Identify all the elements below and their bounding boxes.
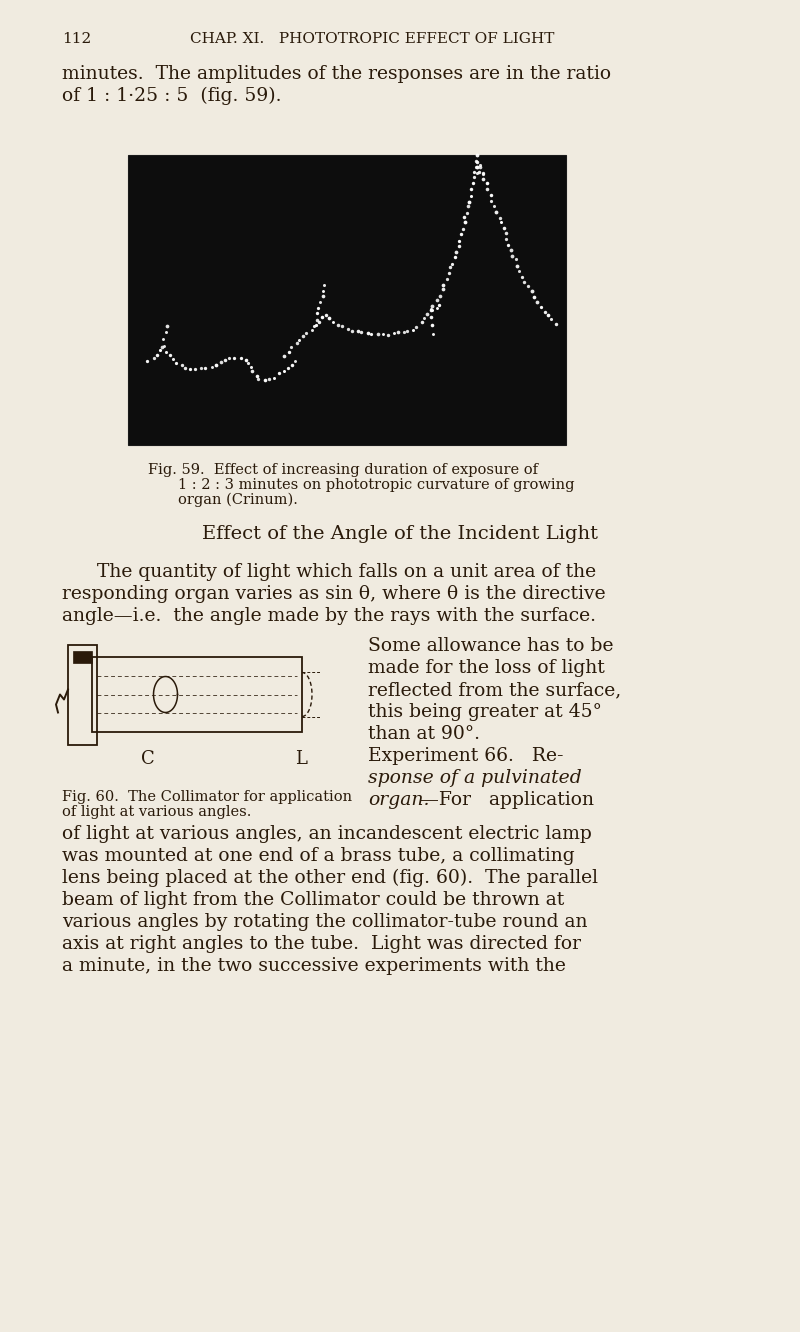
Text: organ (Crinum).: organ (Crinum). (178, 493, 298, 507)
Text: was mounted at one end of a brass tube, a collimating: was mounted at one end of a brass tube, … (62, 847, 574, 864)
Text: of light at various angles, an incandescent electric lamp: of light at various angles, an incandesc… (62, 825, 592, 843)
Text: angle—i.e.  the angle made by the rays with the surface.: angle—i.e. the angle made by the rays wi… (62, 607, 596, 625)
Text: organ.: organ. (368, 791, 430, 809)
Text: axis at right angles to the tube.  Light was directed for: axis at right angles to the tube. Light … (62, 935, 581, 952)
Text: Fig. 59.  Effect of increasing duration of exposure of: Fig. 59. Effect of increasing duration o… (148, 464, 538, 477)
Bar (68, 645, 97, 745)
Bar (73, 651, 92, 663)
Text: of light at various angles.: of light at various angles. (62, 805, 251, 819)
Text: various angles by rotating the collimator-tube round an: various angles by rotating the collimato… (62, 912, 587, 931)
Text: Some allowance has to be: Some allowance has to be (368, 637, 614, 655)
Text: of 1 : 1·25 : 5  (fig. 59).: of 1 : 1·25 : 5 (fig. 59). (62, 87, 282, 105)
Text: made for the loss of light: made for the loss of light (368, 659, 605, 677)
Text: responding organ varies as sin θ, where θ is the directive: responding organ varies as sin θ, where … (62, 585, 606, 603)
Bar (128, 155, 566, 445)
Text: 112: 112 (62, 32, 91, 47)
Text: The quantity of light which falls on a unit area of the: The quantity of light which falls on a u… (97, 563, 596, 581)
Text: a minute, in the two successive experiments with the: a minute, in the two successive experime… (62, 956, 566, 975)
Text: L: L (295, 750, 307, 769)
Text: this being greater at 45°: this being greater at 45° (368, 703, 602, 721)
Text: Experiment 66.   Re-: Experiment 66. Re- (368, 747, 563, 765)
Text: beam of light from the Collimator could be thrown at: beam of light from the Collimator could … (62, 891, 564, 908)
Text: C: C (141, 750, 154, 769)
Text: Effect of the Angle of the Incident Light: Effect of the Angle of the Incident Ligh… (202, 525, 598, 543)
Text: than at 90°.: than at 90°. (368, 725, 480, 743)
Text: 1 : 2 : 3 minutes on phototropic curvature of growing: 1 : 2 : 3 minutes on phototropic curvatu… (178, 478, 574, 492)
Text: minutes.  The amplitudes of the responses are in the ratio: minutes. The amplitudes of the responses… (62, 65, 611, 83)
Text: sponse of a pulvinated: sponse of a pulvinated (368, 769, 582, 787)
Text: CHAP. XI.   PHOTOTROPIC EFFECT OF LIGHT: CHAP. XI. PHOTOTROPIC EFFECT OF LIGHT (190, 32, 554, 47)
Bar (92, 657, 302, 733)
Text: Fig. 60.  The Collimator for application: Fig. 60. The Collimator for application (62, 790, 352, 805)
Text: lens being placed at the other end (fig. 60).  The parallel: lens being placed at the other end (fig.… (62, 868, 598, 887)
Text: —For   application: —For application (420, 791, 594, 809)
Text: reflected from the surface,: reflected from the surface, (368, 681, 622, 699)
